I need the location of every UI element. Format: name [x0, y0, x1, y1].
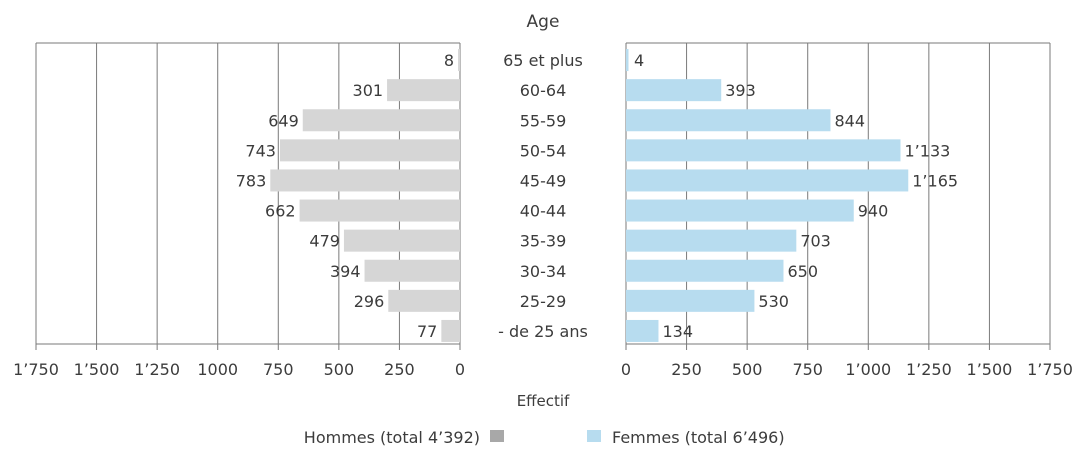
data-label-femmes: 134 — [662, 322, 693, 341]
tick-label-right: 1’000 — [845, 360, 891, 379]
bar-femmes — [626, 109, 831, 132]
bar-femmes — [626, 139, 901, 162]
category-label: 25-29 — [520, 292, 567, 311]
bar-hommes — [388, 289, 460, 312]
legend-swatch-hommes — [490, 430, 504, 442]
bar-hommes — [458, 49, 460, 72]
bar-femmes — [626, 229, 797, 252]
tick-label-left: 500 — [324, 360, 355, 379]
data-label-hommes: 77 — [417, 322, 437, 341]
legend: Hommes (total 4’392) Femmes (total 6’496… — [304, 428, 785, 447]
data-label-hommes: 394 — [330, 262, 361, 281]
bars — [270, 49, 909, 342]
tick-label-left: 1’750 — [13, 360, 59, 379]
category-label: 35-39 — [520, 232, 567, 251]
bar-hommes — [441, 319, 460, 342]
legend-label-hommes: Hommes (total 4’392) — [304, 428, 480, 447]
data-label-hommes: 8 — [444, 51, 454, 70]
bar-hommes — [270, 169, 460, 192]
tick-label-right: 1’750 — [1027, 360, 1073, 379]
data-label-femmes: 393 — [725, 81, 756, 100]
bar-hommes — [387, 79, 460, 102]
tick-label-right: 250 — [671, 360, 702, 379]
category-label: - de 25 ans — [498, 322, 588, 341]
legend-swatch-femmes — [587, 430, 601, 442]
x-axis-label: Effectif — [517, 392, 570, 410]
bar-femmes — [626, 169, 909, 192]
data-label-hommes: 479 — [309, 232, 340, 251]
data-label-femmes: 844 — [834, 111, 865, 130]
bar-femmes — [626, 199, 854, 222]
category-label: 40-44 — [520, 202, 567, 221]
bar-femmes — [626, 79, 722, 102]
tick-label-left: 1’500 — [74, 360, 120, 379]
bar-hommes — [279, 139, 460, 162]
tick-label-left: 250 — [384, 360, 415, 379]
data-label-femmes: 703 — [800, 232, 831, 251]
tick-label-right: 0 — [621, 360, 631, 379]
data-label-hommes: 301 — [353, 81, 384, 100]
tick-label-right: 750 — [792, 360, 823, 379]
category-label: 60-64 — [520, 81, 567, 100]
bar-hommes — [343, 229, 460, 252]
tick-label-right: 500 — [732, 360, 763, 379]
data-label-hommes: 662 — [265, 202, 296, 221]
category-label: 50-54 — [520, 141, 567, 160]
tick-label-left: 1’250 — [134, 360, 180, 379]
bar-femmes — [626, 259, 784, 282]
bar-femmes — [626, 289, 755, 312]
category-label: 65 et plus — [503, 51, 583, 70]
data-label-femmes: 940 — [858, 202, 889, 221]
legend-label-femmes: Femmes (total 6’496) — [612, 428, 785, 447]
tick-label-right: 1’250 — [906, 360, 952, 379]
data-label-hommes: 783 — [236, 171, 267, 190]
labels: 8 4 65 et plus 301 393 60-64 649 844 55-59 743 1’1… — [13, 51, 1073, 379]
bar-hommes — [302, 109, 460, 132]
chart-title: Age — [527, 12, 560, 32]
bar-hommes — [364, 259, 460, 282]
data-label-femmes: 530 — [758, 292, 789, 311]
bar-femmes — [626, 319, 659, 342]
tick-label-left: 1000 — [197, 360, 238, 379]
data-label-femmes: 4 — [634, 51, 644, 70]
data-label-hommes: 296 — [354, 292, 385, 311]
data-label-femmes: 1’165 — [912, 171, 958, 190]
tick-label-left: 750 — [263, 360, 294, 379]
data-label-hommes: 743 — [245, 141, 276, 160]
bar-hommes — [299, 199, 460, 222]
category-label: 45-49 — [520, 171, 567, 190]
category-label: 30-34 — [520, 262, 567, 281]
bar-femmes — [626, 49, 629, 72]
data-label-femmes: 1’133 — [905, 141, 951, 160]
grid-lines — [35, 42, 1051, 350]
data-label-hommes: 649 — [268, 111, 299, 130]
tick-label-right: 1’500 — [967, 360, 1013, 379]
tick-label-left: 0 — [455, 360, 465, 379]
data-label-femmes: 650 — [787, 262, 818, 281]
category-label: 55-59 — [520, 111, 567, 130]
